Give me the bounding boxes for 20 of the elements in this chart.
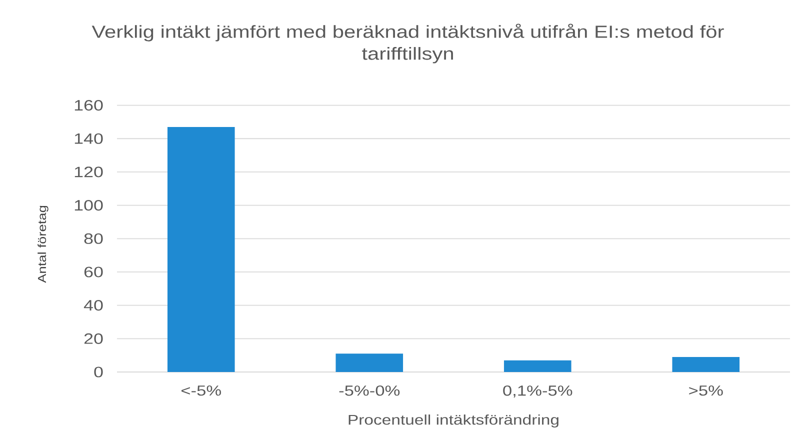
bar [504, 360, 572, 372]
y-tick-label: 80 [84, 233, 103, 244]
bar [167, 126, 235, 372]
x-axis-title: Procentuell intäktsförändring [348, 414, 558, 428]
chart-title: Verklig intäkt jämfört med beräknad intäktsnivå utifrån EI:s metod för tarifftillsyn [92, 24, 724, 64]
x-tick-label: -5%-0% [339, 386, 400, 396]
y-tick-label: 100 [74, 200, 103, 211]
y-tick-label: 160 [74, 100, 103, 111]
x-tick-label: 0,1%-5% [503, 386, 572, 398]
y-tick-label: 120 [74, 166, 103, 178]
y-tick-label: 140 [74, 133, 103, 144]
x-tick-label: <-5% [182, 386, 221, 396]
x-tick-label: >5% [689, 386, 723, 396]
y-tick-label: 60 [84, 266, 103, 278]
y-tick-label: 0 [94, 366, 103, 378]
y-axis-title: Antal företag [38, 206, 48, 283]
y-tick-label: 20 [84, 333, 103, 344]
bar [336, 354, 404, 372]
y-tick-label: 40 [84, 300, 103, 311]
bar [672, 356, 740, 372]
